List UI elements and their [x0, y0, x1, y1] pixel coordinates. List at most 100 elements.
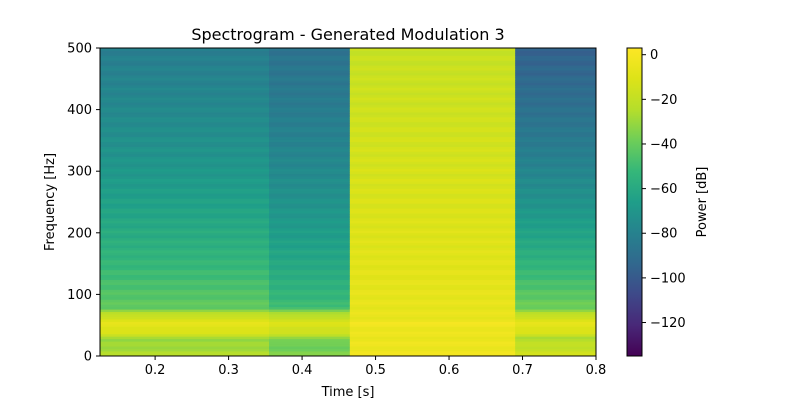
heatmap-cell: [100, 149, 270, 152]
heatmap-cell: [100, 311, 270, 315]
heatmap-cell: [515, 173, 597, 177]
heatmap-cell: [349, 97, 516, 101]
heatmap-cell: [515, 287, 597, 290]
heatmap-cell: [100, 277, 270, 281]
heatmap-cell: [515, 62, 597, 66]
heatmap-cell: [349, 235, 516, 239]
heatmap-cell: [349, 225, 516, 229]
heatmap-cell: [100, 289, 270, 293]
heatmap-cell: [349, 343, 516, 347]
heatmap-cell: [515, 72, 597, 76]
heatmap-cell: [349, 242, 516, 246]
heatmap-cell: [349, 181, 516, 184]
heatmap-cell: [100, 139, 270, 143]
heatmap-cell: [100, 178, 270, 182]
heatmap-cell: [515, 215, 597, 219]
heatmap-cell: [269, 131, 351, 135]
heatmap-cell: [269, 235, 351, 239]
heatmap-cell: [515, 304, 597, 308]
heatmap-cell: [269, 259, 351, 263]
heatmap-cell: [100, 247, 270, 251]
heatmap-cell: [349, 210, 516, 214]
heatmap-cell: [515, 149, 597, 152]
heatmap-cell: [515, 109, 597, 113]
heatmap-cell: [100, 218, 270, 221]
heatmap-cell: [100, 70, 270, 74]
heatmap-cell: [269, 301, 351, 305]
heatmap-cell: [100, 121, 270, 125]
heatmap-cell: [100, 336, 270, 340]
heatmap-cell: [349, 161, 516, 165]
heatmap-cell: [269, 232, 351, 236]
colorbar-tick-label: −60: [650, 182, 677, 197]
heatmap-cell: [100, 171, 270, 175]
y-tick-label: 200: [67, 226, 92, 241]
heatmap-cell: [100, 232, 270, 236]
heatmap-cell: [515, 227, 597, 231]
heatmap-cell: [269, 75, 351, 78]
heatmap-cell: [349, 227, 516, 231]
y-tick-label: 400: [67, 103, 92, 118]
heatmap-cell: [100, 198, 270, 202]
heatmap-cell: [349, 205, 516, 209]
heatmap-cell: [349, 321, 516, 325]
heatmap-cell: [515, 185, 597, 189]
heatmap-cell: [269, 200, 351, 204]
heatmap-cell: [100, 131, 270, 135]
y-tick-label: 300: [67, 165, 92, 180]
heatmap-cell: [269, 245, 351, 248]
heatmap-cell: [269, 294, 351, 298]
y-tick-label: 0: [84, 350, 92, 365]
heatmap-cell: [269, 94, 351, 98]
heatmap-cell: [349, 153, 516, 157]
y-tick-label: 100: [67, 288, 92, 303]
heatmap-cell: [349, 291, 516, 295]
heatmap-cell: [100, 262, 270, 266]
x-axis-label: Time [s]: [321, 385, 375, 400]
heatmap-cell: [100, 274, 270, 278]
heatmap-cell: [269, 247, 351, 251]
heatmap-cell: [349, 346, 516, 349]
x-tick-label: 0.2: [145, 363, 166, 378]
heatmap-cell: [269, 289, 351, 293]
heatmap-cell: [269, 156, 351, 160]
heatmap-cell: [515, 306, 597, 310]
heatmap-cell: [269, 116, 351, 120]
heatmap-cell: [269, 272, 351, 276]
heatmap-cell: [349, 70, 516, 74]
heatmap-cell: [100, 55, 270, 59]
heatmap-cell: [269, 70, 351, 74]
heatmap-cell: [269, 222, 351, 226]
heatmap-cell: [269, 99, 351, 103]
heatmap-cell: [515, 213, 597, 216]
heatmap-cell: [515, 70, 597, 74]
heatmap-cell: [515, 346, 597, 349]
heatmap-cell: [515, 331, 597, 335]
heatmap-cell: [515, 89, 597, 93]
heatmap-cell: [349, 208, 516, 212]
heatmap-cell: [269, 171, 351, 175]
heatmap-cell: [349, 311, 516, 315]
heatmap-cell: [349, 294, 516, 298]
heatmap-cell: [515, 84, 597, 88]
heatmap-cell: [349, 65, 516, 69]
heatmap-cell: [269, 328, 351, 332]
heatmap-cell: [100, 267, 270, 271]
heatmap-cell: [515, 262, 597, 266]
heatmap-cell: [100, 80, 270, 83]
heatmap-cell: [269, 343, 351, 347]
heatmap-cell: [515, 80, 597, 83]
heatmap-cell: [100, 168, 270, 172]
heatmap-cell: [349, 77, 516, 81]
heatmap-cell: [269, 336, 351, 340]
heatmap-cell: [349, 55, 516, 59]
heatmap-cell: [349, 299, 516, 303]
heatmap-cell: [515, 178, 597, 182]
heatmap-cell: [349, 94, 516, 98]
heatmap-cell: [100, 319, 270, 322]
heatmap-cell: [269, 104, 351, 108]
heatmap-cell: [100, 227, 270, 231]
heatmap-cell: [349, 213, 516, 216]
heatmap-cell: [269, 84, 351, 88]
heatmap-cell: [515, 326, 597, 330]
